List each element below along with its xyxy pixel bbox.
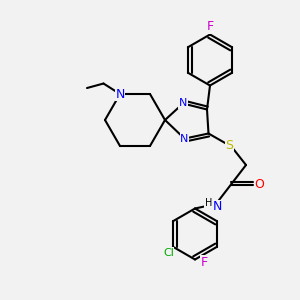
Text: F: F	[200, 256, 208, 269]
Text: Cl: Cl	[163, 248, 174, 258]
Text: S: S	[226, 139, 233, 152]
Text: N: N	[180, 134, 189, 144]
Text: N: N	[213, 200, 222, 214]
Text: N: N	[115, 88, 125, 100]
Text: H: H	[205, 197, 212, 208]
Text: O: O	[255, 178, 264, 191]
Text: F: F	[206, 20, 214, 34]
Text: N: N	[179, 98, 187, 109]
